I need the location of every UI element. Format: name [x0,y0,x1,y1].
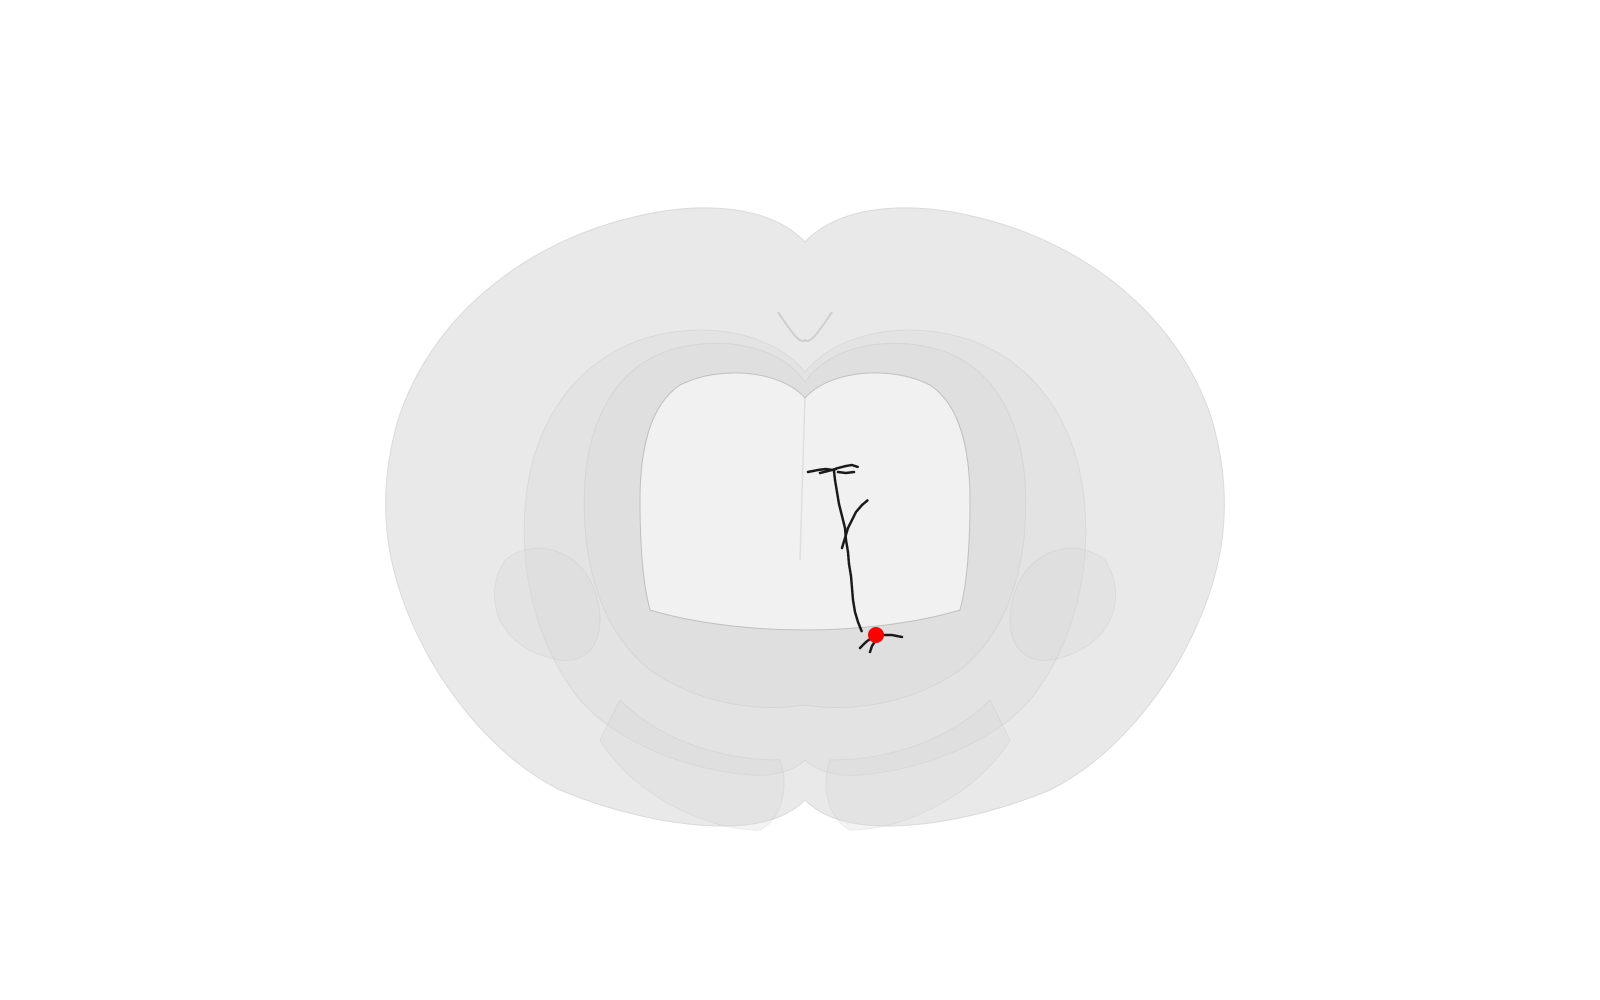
neuron-side-branch [840,498,870,550]
thalamus-region-shell [599,372,1011,831]
soma-dot[interactable] [868,627,884,643]
neuron-main-trunk [832,469,864,634]
neuron-morphology[interactable] [806,463,904,654]
neuron-branch-top-right [836,470,856,475]
neuron-branch-top-left [818,467,838,475]
